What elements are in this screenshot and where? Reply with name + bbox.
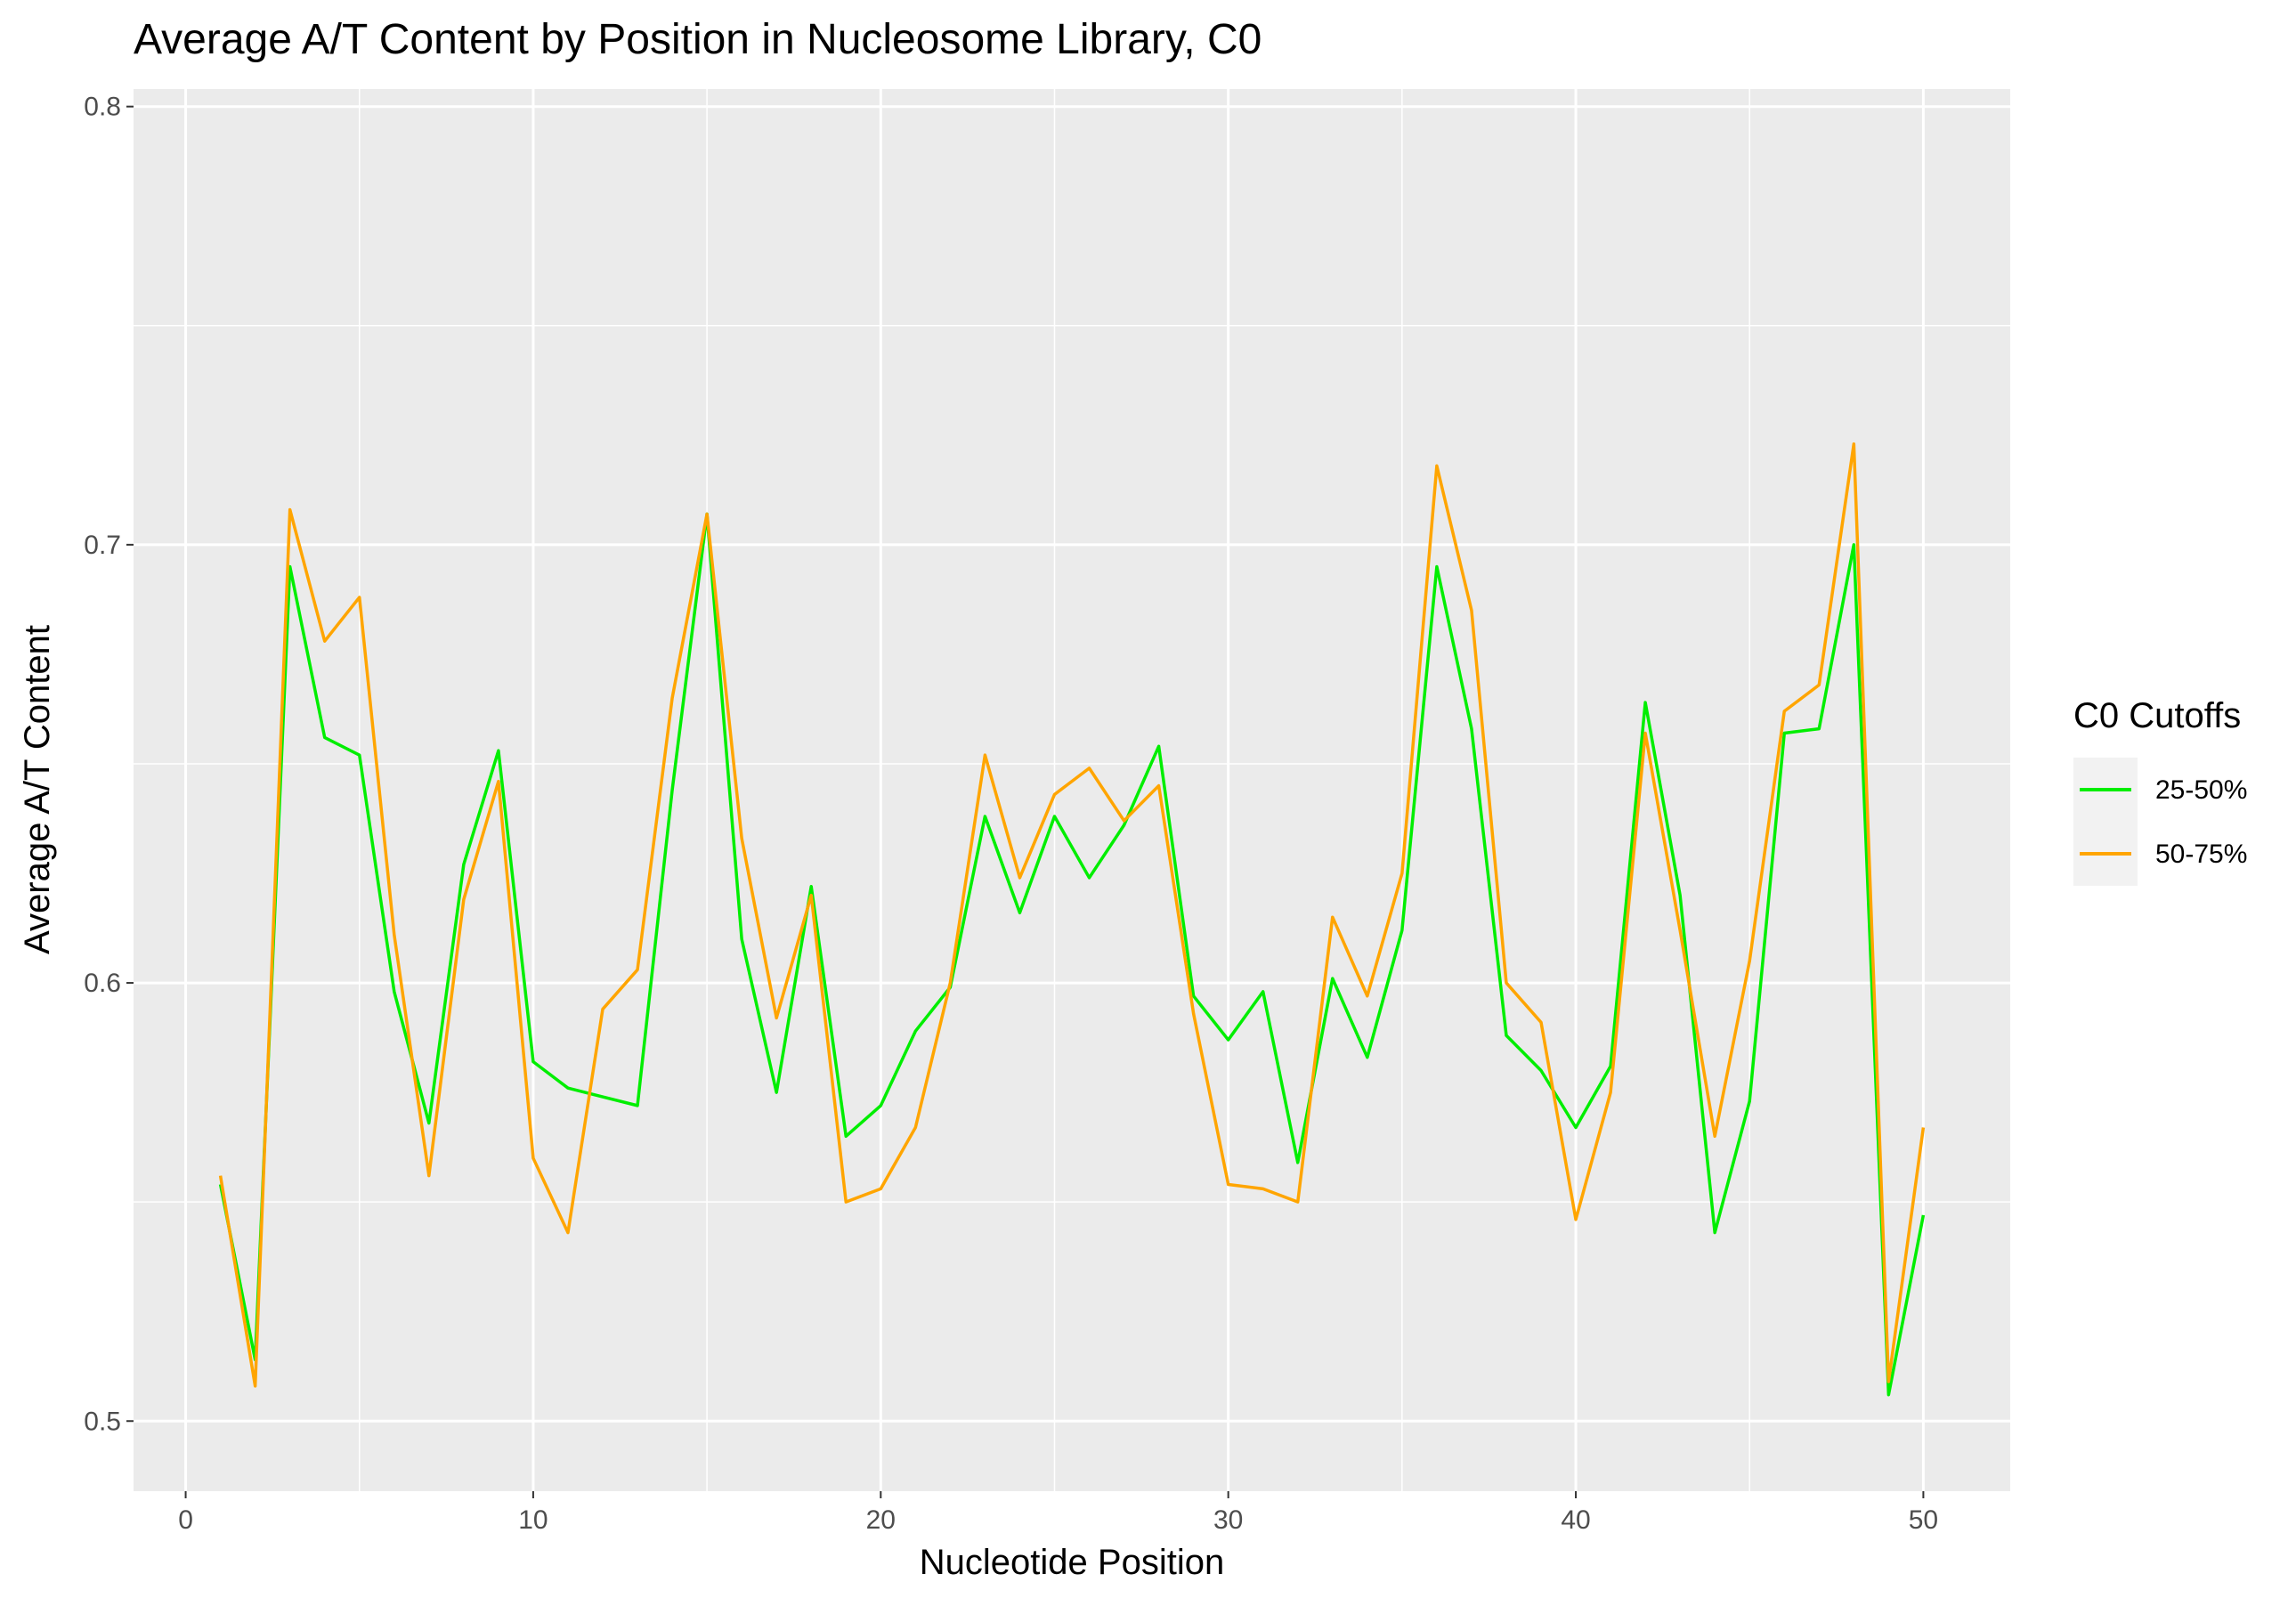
y-tick-label: 0.5 bbox=[84, 1407, 121, 1436]
series-line-25-50% bbox=[218, 512, 1926, 1397]
y-tick-label: 0.7 bbox=[84, 531, 121, 560]
legend: C0 Cutoffs 25-50% 50-75% bbox=[2073, 696, 2247, 886]
x-axis: 0 10 20 30 40 50 bbox=[178, 1491, 1938, 1535]
x-tick-label: 50 bbox=[1909, 1505, 1938, 1535]
x-tick-label: 40 bbox=[1561, 1505, 1590, 1535]
series-lines bbox=[218, 442, 1926, 1397]
chart-title: Average A/T Content by Position in Nucle… bbox=[134, 16, 1262, 63]
y-tick-label: 0.8 bbox=[84, 93, 121, 122]
y-tick-label: 0.6 bbox=[84, 969, 121, 998]
grid-minor bbox=[134, 89, 2010, 1491]
x-tick-label: 0 bbox=[178, 1505, 193, 1535]
legend-title: C0 Cutoffs bbox=[2073, 696, 2241, 735]
x-tick-label: 30 bbox=[1213, 1505, 1243, 1535]
legend-label-50-75: 50-75% bbox=[2155, 840, 2247, 869]
x-tick-label: 10 bbox=[518, 1505, 548, 1535]
y-axis: 0.5 0.6 0.7 0.8 bbox=[84, 93, 134, 1436]
series-line-50-75% bbox=[218, 442, 1926, 1388]
legend-label-25-50: 25-50% bbox=[2155, 775, 2247, 805]
x-axis-title: Nucleotide Position bbox=[920, 1543, 1224, 1582]
x-tick-label: 20 bbox=[866, 1505, 896, 1535]
plot-panel bbox=[134, 89, 2010, 1491]
grid-major bbox=[134, 89, 2010, 1491]
y-axis-title: Average A/T Content bbox=[18, 625, 57, 954]
